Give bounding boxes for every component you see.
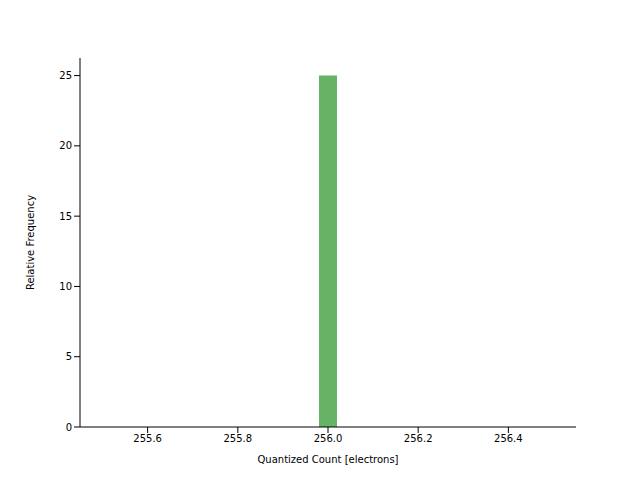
svg-text:10: 10 — [59, 281, 72, 292]
svg-text:5: 5 — [66, 351, 72, 362]
svg-text:15: 15 — [59, 211, 72, 222]
svg-text:256.4: 256.4 — [494, 433, 523, 444]
svg-text:20: 20 — [59, 140, 72, 151]
svg-text:255.6: 255.6 — [133, 433, 162, 444]
svg-text:256.0: 256.0 — [314, 433, 343, 444]
svg-text:0: 0 — [66, 422, 72, 433]
svg-text:25: 25 — [59, 70, 72, 81]
svg-text:Relative Frequency: Relative Frequency — [25, 195, 36, 290]
svg-text:256.2: 256.2 — [404, 433, 433, 444]
svg-text:Quantized Count [electrons]: Quantized Count [electrons] — [257, 454, 398, 465]
svg-text:255.8: 255.8 — [223, 433, 252, 444]
